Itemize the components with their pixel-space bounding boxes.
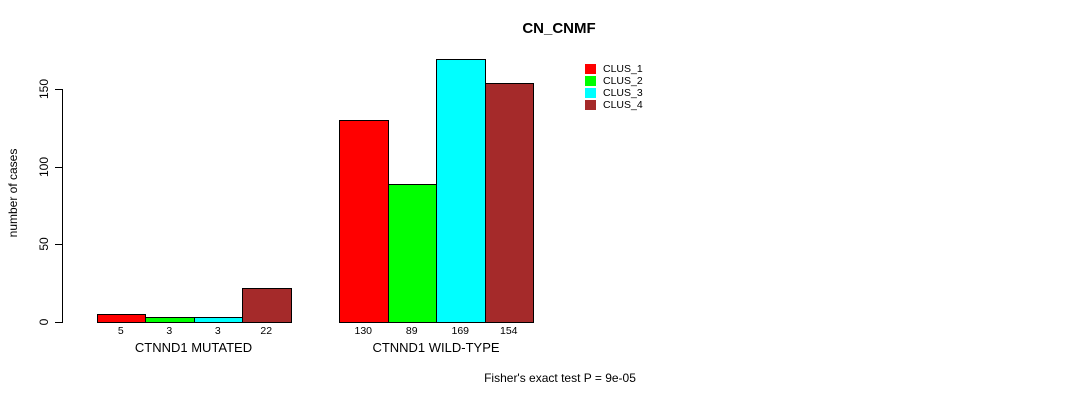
bar-value-label-clus-2-ctnnd1-wild-type: 89 [405, 325, 418, 337]
y-axis-title: number of cases [6, 148, 20, 238]
y-tick-label-0: 0 [37, 318, 51, 326]
bar-value-label-clus-1-ctnnd1-wild-type: 130 [354, 325, 373, 337]
legend-row-clus-4: CLUS_4 [585, 99, 643, 111]
bar-value-label-clus-3-ctnnd1-mutated: 3 [214, 325, 221, 337]
legend-row-clus-2: CLUS_2 [585, 75, 643, 87]
bar-clus-3-ctnnd1-mutated [194, 317, 243, 323]
legend-swatch-icon-clus-3 [585, 88, 596, 98]
bar-value-label-clus-2-ctnnd1-mutated: 3 [166, 325, 173, 337]
legend-row-clus-3: CLUS_3 [585, 87, 643, 99]
y-tick-label-100: 100 [37, 156, 51, 178]
legend-label-clus-3: CLUS_3 [603, 87, 643, 99]
y-tick-label-50: 50 [37, 237, 51, 251]
legend-label-clus-4: CLUS_4 [603, 99, 643, 111]
bar-value-label-clus-3-ctnnd1-wild-type: 169 [451, 325, 470, 337]
group-label-ctnnd1-wild-type: CTNND1 WILD-TYPE [372, 340, 500, 355]
bar-clus-2-ctnnd1-mutated [145, 317, 195, 323]
annotation-fisher-test: Fisher's exact test P = 9e-05 [484, 371, 636, 385]
y-axis-line [62, 89, 63, 323]
legend-swatch-icon-clus-2 [585, 76, 596, 86]
y-tick-mark-0 [55, 322, 62, 323]
bar-clus-2-ctnnd1-wild-type [388, 184, 437, 323]
bar-value-label-clus-1-ctnnd1-mutated: 5 [117, 325, 124, 337]
legend: CLUS_1 CLUS_2 CLUS_3 CLUS_4 [585, 63, 643, 111]
bar-value-label-clus-4-ctnnd1-mutated: 22 [260, 325, 273, 337]
y-tick-label-150: 150 [37, 78, 51, 100]
legend-row-clus-1: CLUS_1 [585, 63, 643, 75]
legend-swatch-icon-clus-4 [585, 100, 596, 110]
legend-label-clus-1: CLUS_1 [603, 63, 643, 75]
bar-clus-4-ctnnd1-wild-type [485, 83, 534, 323]
legend-swatch-icon-clus-1 [585, 64, 596, 74]
y-tick-mark-150 [55, 89, 62, 90]
chart-title: CN_CNMF [522, 20, 596, 37]
bar-clus-1-ctnnd1-mutated [97, 314, 146, 323]
y-tick-mark-50 [55, 244, 62, 245]
group-label-ctnnd1-mutated: CTNND1 MUTATED [134, 340, 253, 355]
bar-value-label-clus-4-ctnnd1-wild-type: 154 [499, 325, 518, 337]
bar-clus-1-ctnnd1-wild-type [339, 120, 389, 323]
legend-label-clus-2: CLUS_2 [603, 75, 643, 87]
y-tick-mark-100 [55, 167, 62, 168]
bar-clus-4-ctnnd1-mutated [242, 288, 292, 323]
bar-clus-3-ctnnd1-wild-type [436, 59, 486, 323]
